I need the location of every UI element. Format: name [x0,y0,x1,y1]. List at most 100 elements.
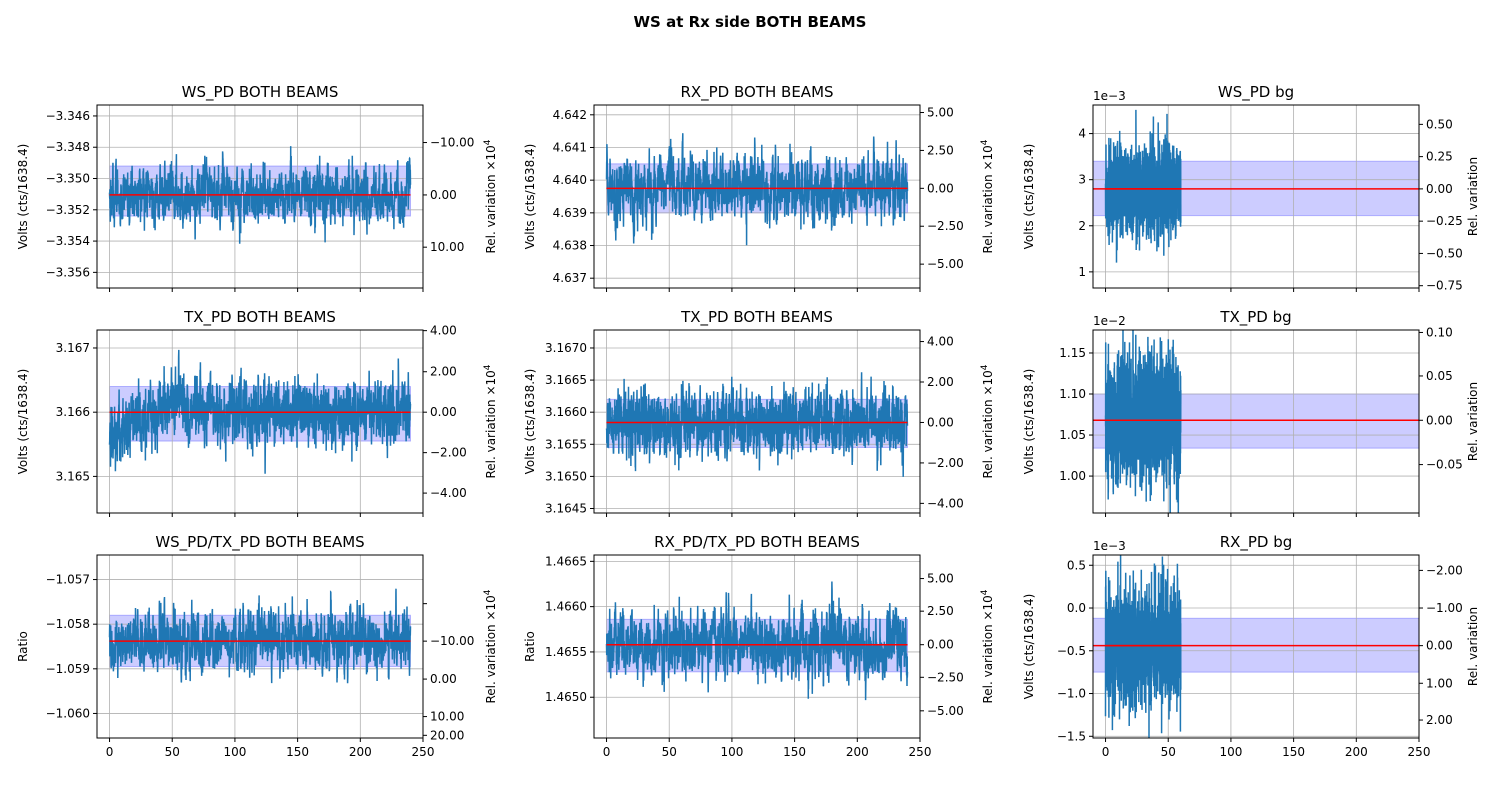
subplot-title: RX_PD BOTH BEAMS [680,83,833,102]
y2-tick-label: 0.25 [1426,150,1453,164]
x-tick-label: 100 [720,745,743,759]
y2-tick-label: 20.00 [430,728,464,742]
y2-tick-label: −2.00 [1426,563,1463,577]
x-tick-label: 250 [909,745,932,759]
y2-tick-label: 5.00 [927,106,954,120]
y-tick-label: −3.346 [46,109,90,123]
y2-tick-label: 10.00 [430,240,464,254]
axes-frame [593,329,921,514]
x-tick-label: 100 [1219,745,1242,759]
subplot-3: WS_PD bg 1 2 3 4 −0.75 −0.50 −0.25 0.00 0.25 0.50 1… [1022,83,1480,293]
y-tick-label: −3.352 [46,203,90,217]
y-tick-label: −1.057 [46,573,90,587]
axes-frame [96,554,424,739]
y2-axis-label: Rel. variation ×104 [483,589,498,703]
y2-tick-label: −10.00 [430,136,474,150]
subplot-1: WS_PD BOTH BEAMS −3.356 −3.354 −3.352 −3.350… [16,83,498,292]
y-tick-label: 1.4650 [545,690,587,704]
y-tick-label: 1.00 [1059,469,1086,483]
y-tick-label: −3.354 [46,234,90,248]
subplot-7: WS_PD/TX_PD BOTH BEAMS 0 50 100 150 200 250 −1.… [16,533,498,759]
y-tick-label: −3.350 [46,172,90,186]
x-tick-label: 200 [846,745,869,759]
x-tick-label: 50 [662,745,677,759]
subplot-title: WS_PD BOTH BEAMS [182,83,339,102]
axes-frame [1092,104,1420,289]
y-tick-label: 0.0 [1067,601,1086,615]
y-tick-label: −3.356 [46,265,90,279]
y2-tick-label: 2.00 [430,365,457,379]
y-offset-text: 1e−3 [1093,89,1126,103]
x-tick-label: 0 [603,745,611,759]
y2-tick-label: 0.10 [1426,325,1453,339]
data-series-line [1104,330,1182,513]
subplot-title: TX_PD bg [1219,308,1291,327]
y-tick-label: 4 [1078,127,1086,141]
y-offset-text: 1e−3 [1093,539,1126,553]
subplot-6: TX_PD bg 1.00 1.05 1.10 1.15 −0.05 0.00 0.05 0.1… [1022,308,1480,517]
subplot-8: RX_PD/TX_PD BOTH BEAMS 0 50 100 150 200 250 1.4… [523,533,995,759]
y-axis-label: Ratio [523,631,537,662]
y2-axis-label: Rel. variation ×104 [980,364,995,478]
y-axis-label: Volts (cts/1638.4) [523,144,537,250]
data-series-line [108,146,412,244]
y-tick-label: 1.4665 [545,554,587,568]
y2-tick-label: −4.00 [927,496,964,510]
subplot-2: RX_PD BOTH BEAMS 4.637 4.638 4.639 4.640 4.64… [523,83,995,292]
y-tick-label: −1.059 [46,662,90,676]
y2-tick-label: −0.05 [1426,458,1463,472]
y2-tick-label: 0.00 [927,415,954,429]
y2-tick-label: −2.00 [927,456,964,470]
y-tick-label: −1.0 [1057,687,1086,701]
y2-tick-label: −10.00 [430,634,474,648]
y2-tick-label: −2.50 [927,219,964,233]
y-tick-label: 3.1660 [545,405,587,419]
y2-tick-label: 4.00 [430,324,457,338]
axes-frame [593,554,921,739]
subplot-grid: WS_PD BOTH BEAMS −3.356 −3.354 −3.352 −3.350… [16,83,1480,759]
y-tick-label: −1.060 [46,706,90,720]
data-series-line [1104,555,1182,738]
y-tick-label: 3.167 [56,341,90,355]
y-tick-label: 4.642 [553,108,587,122]
y2-tick-label: 2.00 [1426,713,1453,727]
y2-tick-label: 0.00 [430,672,457,686]
y2-tick-label: 10.00 [430,710,464,724]
y-tick-label: 1.05 [1059,428,1086,442]
x-tick-label: 50 [1161,745,1176,759]
axes-frame [1092,329,1420,514]
y-tick-label: 3.1645 [545,502,587,516]
y-axis-label: Volts (cts/1638.4) [1022,594,1036,700]
y-axis-label: Ratio [16,631,30,662]
y-tick-label: 4.639 [553,206,587,220]
y2-tick-label: −0.75 [1426,279,1463,293]
x-tick-label: 50 [165,745,180,759]
subplot-title: RX_PD bg [1220,533,1293,552]
axes-frame [593,104,921,289]
y2-tick-label: 0.00 [927,181,954,195]
y2-axis-label: Rel. variation [1466,157,1480,236]
subplot-title: TX_PD BOTH BEAMS [680,308,833,327]
data-series-line [605,372,909,477]
y2-tick-label: 2.50 [927,143,954,157]
y2-tick-label: 2.00 [927,375,954,389]
y2-axis-label: Rel. variation [1466,607,1480,686]
y-tick-label: −3.348 [46,140,90,154]
y-offset-text: 1e−2 [1093,314,1126,328]
y2-tick-label: 1.00 [1426,676,1453,690]
x-tick-label: 150 [783,745,806,759]
y-tick-label: 3 [1078,173,1086,187]
data-series-line [605,133,909,246]
subplot-4: TX_PD BOTH BEAMS 3.165 3.166 3.167 −4.00 −2.0… [16,308,498,517]
x-tick-label: 250 [1408,745,1431,759]
data-series-line [1104,109,1182,263]
y2-axis-label: Rel. variation ×104 [483,139,498,253]
y2-tick-label: −4.00 [430,486,467,500]
y-axis-label: Volts (cts/1638.4) [1022,144,1036,250]
y-tick-label: 0.5 [1067,558,1086,572]
grid-lines [1093,330,1420,513]
y2-tick-label: 5.00 [927,572,954,586]
x-tick-label: 200 [349,745,372,759]
y2-tick-label: 0.00 [1426,182,1453,196]
y-tick-label: 3.1650 [545,469,587,483]
